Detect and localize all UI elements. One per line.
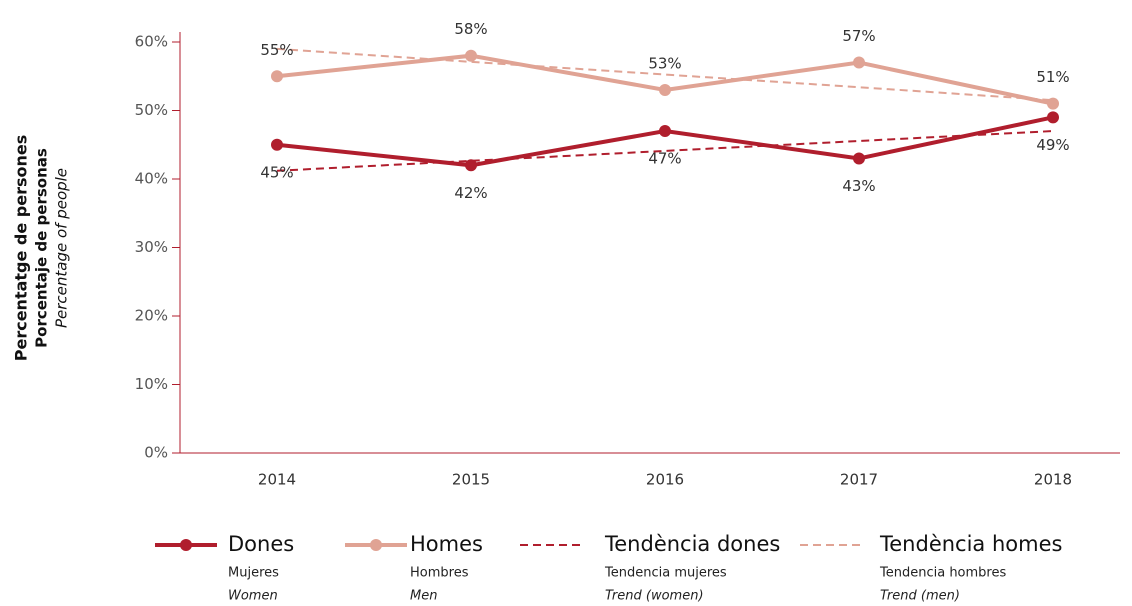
y-tick-label: 60% — [135, 33, 168, 51]
x-tick-label: 2016 — [646, 471, 684, 489]
data-label: 57% — [842, 27, 875, 45]
point — [853, 152, 865, 165]
x-tick-label: 2015 — [452, 471, 490, 489]
data-label: 47% — [648, 150, 681, 168]
x-tick-label: 2014 — [258, 471, 296, 489]
legend-label: Homes — [410, 532, 483, 556]
y-tick-label: 40% — [135, 170, 168, 188]
legend-label: Dones — [228, 532, 294, 556]
legend-label: Tendència homes — [879, 532, 1062, 556]
legend-label: Tendència dones — [604, 532, 780, 556]
legend-sublabel: Men — [410, 589, 437, 604]
y-tick-label: 10% — [135, 375, 168, 393]
y-label: Percentatge de persones — [12, 135, 31, 362]
legend-sublabel: Hombres — [410, 566, 469, 581]
y-tick-label: 20% — [135, 307, 168, 325]
x-tick-label: 2017 — [840, 471, 878, 489]
data-label: 53% — [648, 54, 681, 72]
data-label: 55% — [260, 41, 293, 59]
legend-sublabel: Trend (women) — [605, 589, 704, 604]
point — [271, 70, 283, 83]
legend-marker — [180, 539, 192, 551]
legend-sublabel: Trend (men) — [880, 589, 960, 604]
point — [659, 83, 671, 96]
point — [853, 56, 865, 69]
legend-sublabel: Tendencia hombres — [879, 566, 1006, 581]
data-label: 51% — [1036, 68, 1069, 86]
point — [465, 49, 477, 62]
y-tick-label: 30% — [135, 238, 168, 256]
legend-marker — [370, 539, 382, 551]
data-label: 45% — [260, 163, 293, 181]
data-label: 49% — [1036, 136, 1069, 154]
point — [1047, 111, 1059, 124]
y-tick-label: 50% — [135, 101, 168, 119]
data-label: 42% — [454, 184, 487, 202]
point — [465, 159, 477, 172]
y-tick-label: 0% — [144, 444, 168, 462]
legend-sublabel: Women — [228, 589, 278, 604]
data-label: 43% — [842, 177, 875, 195]
x-tick-label: 2018 — [1034, 471, 1072, 489]
legend-sublabel: Mujeres — [228, 566, 279, 581]
point — [271, 138, 283, 151]
legend-sublabel: Tendencia mujeres — [604, 566, 727, 581]
y-label: Percentage of people — [53, 168, 71, 328]
point — [659, 125, 671, 138]
y-axis-title: Percentatge de persones Porcentaje de pe… — [12, 135, 71, 362]
point — [1047, 97, 1059, 110]
data-label: 58% — [454, 20, 487, 38]
y-label: Porcentaje de personas — [33, 148, 51, 348]
